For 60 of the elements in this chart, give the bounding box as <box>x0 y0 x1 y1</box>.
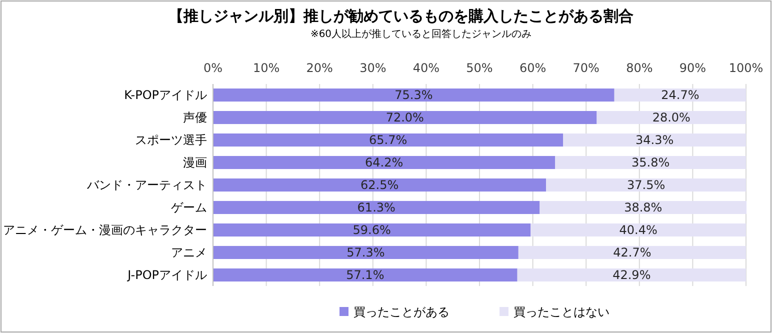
bar <box>540 200 747 214</box>
x-tick-label: 10% <box>252 61 280 75</box>
data-label: 24.7% <box>661 88 700 102</box>
legend-label: 買ったことはない <box>514 305 610 319</box>
x-tick-label: 100% <box>728 61 764 75</box>
x-tick-label: 30% <box>360 61 386 75</box>
bar <box>596 110 746 124</box>
bar <box>213 88 614 102</box>
data-label: 57.1% <box>346 268 384 282</box>
y-tick-label: 漫画 <box>183 156 207 170</box>
data-label: 34.3% <box>636 133 674 148</box>
data-label: 35.8% <box>632 156 670 170</box>
bar <box>213 223 531 237</box>
bar <box>614 88 746 102</box>
data-label: 40.4% <box>619 223 658 238</box>
data-label: 59.6% <box>352 223 391 238</box>
x-tick-label: 80% <box>626 61 653 75</box>
x-tick-label: 20% <box>306 61 333 75</box>
bar <box>213 246 518 260</box>
data-label: 42.9% <box>612 268 651 282</box>
y-tick-label: バンド・アーティスト <box>86 178 207 192</box>
data-label: 28.0% <box>652 110 690 125</box>
data-label: 62.5% <box>360 178 399 192</box>
x-tick-label: 40% <box>412 61 440 75</box>
bar <box>213 268 518 282</box>
x-tick-label: 50% <box>466 61 493 75</box>
y-tick-label: J-POPアイドル <box>126 268 207 282</box>
y-tick-label: 声優 <box>183 110 207 125</box>
data-label: 57.3% <box>346 246 385 260</box>
y-tick-label: アニメ <box>171 246 207 260</box>
x-tick-label: 70% <box>572 61 600 75</box>
x-tick-label: 0% <box>203 61 223 75</box>
x-tick-label: 90% <box>679 61 706 75</box>
data-label: 61.3% <box>357 200 396 215</box>
bar <box>213 200 540 214</box>
y-tick-label: アニメ・ゲーム・漫画のキャラクター <box>3 223 207 238</box>
data-label: 64.2% <box>365 156 404 170</box>
bar <box>530 223 746 237</box>
y-tick-label: K-POPアイドル <box>124 88 207 102</box>
chart-subtitle: ※60人以上が推していると回答したジャンルのみ <box>310 28 532 40</box>
bar <box>517 268 746 282</box>
data-label: 37.5% <box>627 178 666 192</box>
bar <box>213 156 556 170</box>
data-label: 75.3% <box>394 88 433 102</box>
chart-title: 【推しジャンル別】推しが勧めているものを購入したことがある割合 <box>168 7 634 25</box>
bar <box>546 178 746 192</box>
bar <box>563 133 746 147</box>
bar <box>518 246 746 260</box>
data-label: 72.0% <box>386 110 424 125</box>
bar <box>213 178 546 192</box>
legend-label: 買ったことがある <box>354 305 450 319</box>
y-tick-label: ゲーム <box>171 200 207 215</box>
data-label: 42.7% <box>613 246 652 260</box>
data-label: 38.8% <box>624 200 662 215</box>
x-tick-label: 60% <box>519 61 546 75</box>
data-label: 65.7% <box>369 133 408 148</box>
y-tick-label: スポーツ選手 <box>135 133 207 148</box>
bar <box>555 156 746 170</box>
bar <box>213 133 564 147</box>
bar <box>213 110 597 124</box>
